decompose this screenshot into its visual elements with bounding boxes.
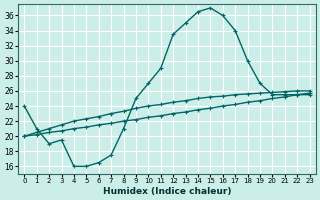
X-axis label: Humidex (Indice chaleur): Humidex (Indice chaleur) [103, 187, 231, 196]
